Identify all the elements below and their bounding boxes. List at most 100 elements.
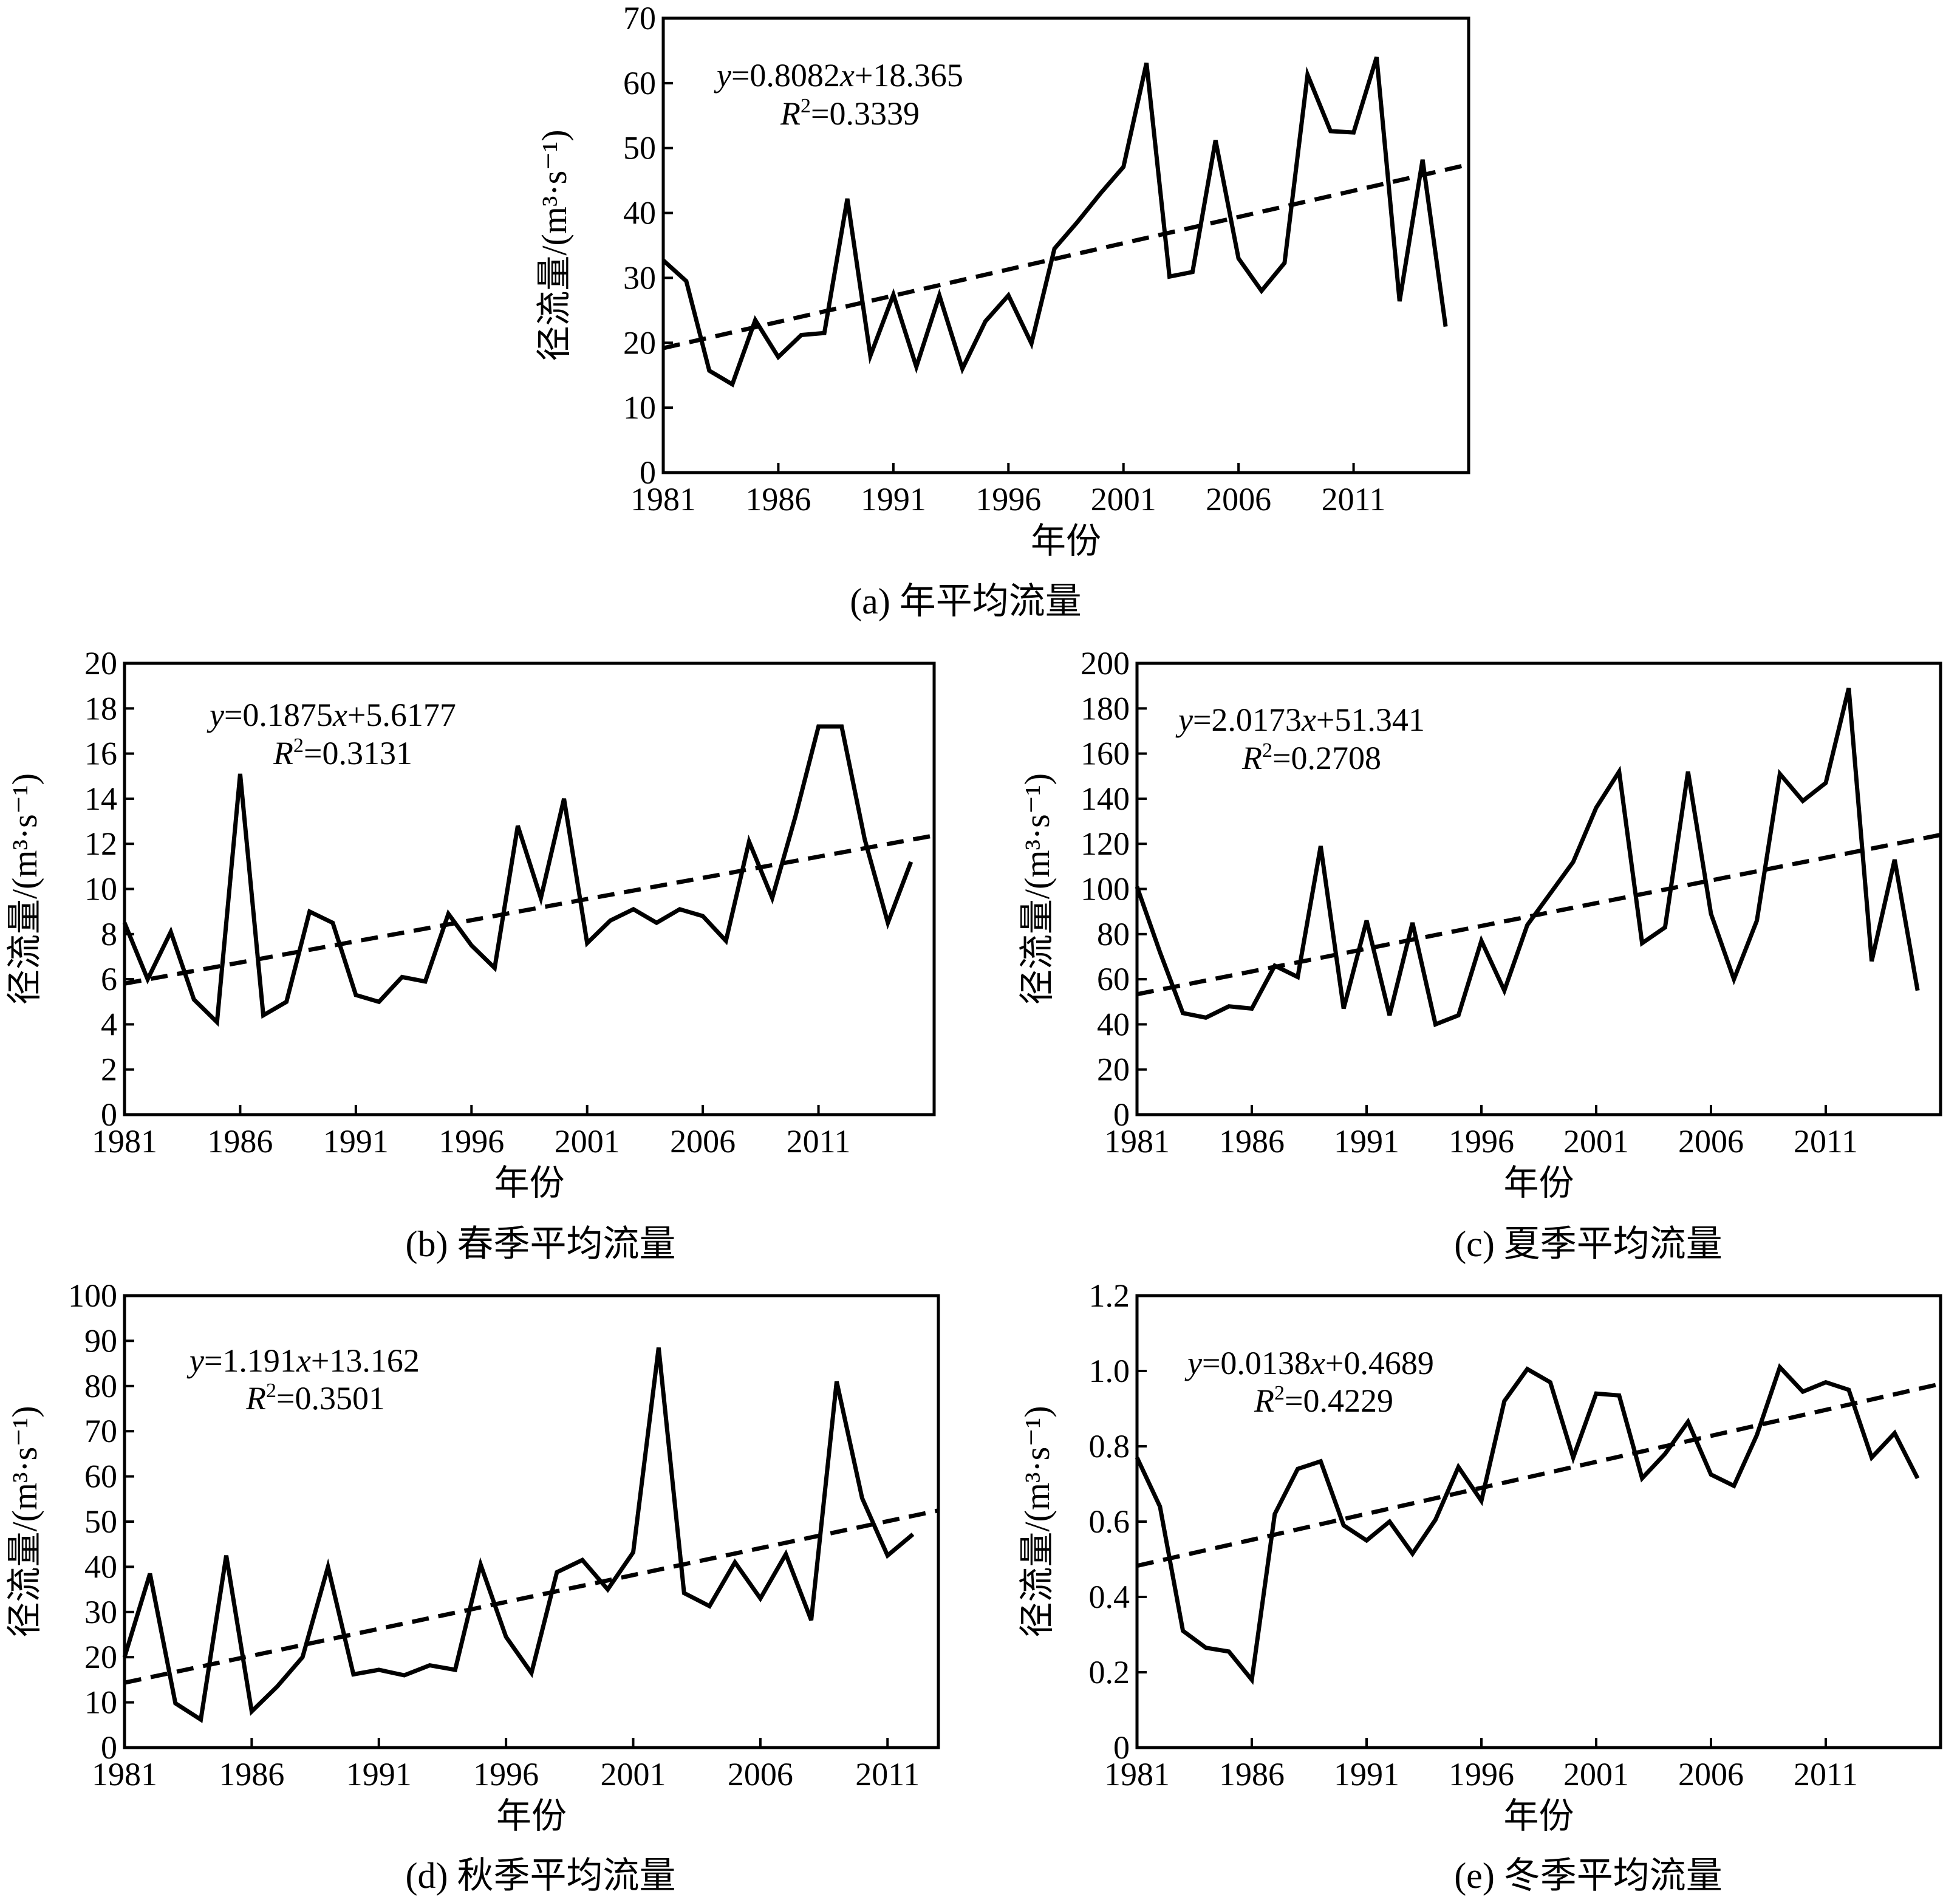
y-tick-label: 70 [623,0,656,36]
regression-equation: y=1.191x+13.162 [186,1342,420,1379]
y-tick-label: 180 [1081,690,1130,726]
x-tick-label: 2011 [787,1123,851,1160]
x-tick-label: 2006 [728,1756,793,1793]
x-axis-label: 年份 [1503,1163,1574,1203]
panel-caption: (a) 年平均流量 [850,581,1082,621]
y-tick-label: 1.0 [1089,1353,1130,1389]
y-tick-label: 10 [623,389,656,426]
y-tick-label: 50 [623,130,656,166]
x-tick-label: 1991 [861,481,926,518]
x-tick-label: 2006 [1206,481,1271,518]
y-tick-label: 18 [84,690,117,726]
r-squared: R2=0.3131 [273,734,412,771]
y-axis-label: 径流量/(m³·s⁻¹) [5,1406,44,1637]
x-tick-label: 1986 [745,481,811,518]
y-tick-label: 20 [1097,1051,1130,1088]
y-tick-label: 0.6 [1089,1503,1130,1540]
x-tick-label: 1991 [1334,1756,1399,1793]
x-tick-label: 2001 [601,1756,666,1793]
y-tick-label: 80 [84,1368,117,1404]
y-tick-label: 80 [1097,916,1130,952]
x-tick-label: 1991 [346,1756,412,1793]
y-tick-label: 12 [84,825,117,862]
y-tick-label: 200 [1081,645,1130,682]
r-squared: R2=0.4229 [1254,1382,1393,1419]
x-tick-label: 2006 [670,1123,736,1160]
x-tick-label: 1986 [1219,1756,1285,1793]
y-tick-label: 0.8 [1089,1428,1130,1465]
y-tick-label: 20 [623,324,656,361]
series-line [122,724,913,1027]
y-axis-label: 径流量/(m³·s⁻¹) [534,129,574,361]
r-squared: R2=0.2708 [1241,739,1381,776]
y-tick-label: 20 [84,645,117,682]
y-tick-label: 1.2 [1089,1277,1130,1314]
y-tick-label: 100 [1081,871,1130,907]
panel-caption: (e) 冬季平均流量 [1454,1856,1723,1896]
y-axis-label: 径流量/(m³·s⁻¹) [1017,1406,1057,1637]
y-tick-label: 10 [84,871,117,907]
regression-equation: y=2.0173x+51.341 [1175,702,1425,738]
x-tick-label: 1991 [323,1123,389,1160]
y-tick-label: 30 [623,259,656,296]
trend-line [663,162,1469,350]
x-tick-label: 2001 [555,1123,620,1160]
x-axis-label: 年份 [496,1796,567,1836]
y-tick-label: 8 [101,916,117,952]
y-tick-label: 10 [84,1684,117,1721]
x-tick-label: 2011 [1794,1756,1858,1793]
y-tick-label: 40 [84,1548,117,1585]
trend-line [124,833,935,986]
r-squared: R2=0.3339 [780,95,920,132]
y-tick-label: 120 [1081,825,1130,862]
x-axis-label: 年份 [1031,521,1101,561]
x-tick-label: 1986 [207,1123,273,1160]
x-axis-label: 年份 [494,1163,564,1203]
x-tick-label: 2011 [855,1756,920,1793]
y-tick-label: 0 [101,1096,117,1133]
trend-line [124,1508,939,1685]
y-tick-label: 0.4 [1089,1579,1130,1615]
x-tick-label: 2001 [1563,1756,1629,1793]
regression-equation: y=0.1875x+5.6177 [207,697,456,733]
y-tick-label: 0 [640,454,656,491]
y-tick-label: 40 [1097,1006,1130,1042]
y-axis-label: 径流量/(m³·s⁻¹) [1017,773,1057,1005]
y-tick-label: 40 [623,195,656,231]
series-line [661,56,1448,388]
y-tick-label: 14 [84,781,117,817]
y-tick-label: 60 [623,65,656,101]
x-tick-label: 1986 [1219,1123,1285,1160]
panel-caption: (d) 秋季平均流量 [406,1856,676,1896]
y-tick-label: 140 [1081,781,1130,817]
regression-equation: y=0.8082x+18.365 [714,57,963,94]
x-tick-label: 1981 [92,1123,157,1160]
trend-line [1136,833,1941,997]
x-tick-label: 1986 [219,1756,284,1793]
series-line [1135,688,1920,1028]
panel-d-autumn: y=1.191x+13.162 R2=0.3501 (d) 秋季平均流量 0 10… [5,1277,940,1896]
x-tick-label: 2006 [1678,1123,1744,1160]
plot-frame [661,16,1470,474]
panel-caption: (c) 夏季平均流量 [1454,1224,1723,1264]
y-tick-label: 0 [1113,1096,1130,1133]
panel-e-winter: y=0.0138x+0.4689 R2=0.4229 (e) 冬季平均流量 0 0… [1017,1277,1942,1896]
y-tick-label: 50 [84,1503,117,1540]
x-tick-label: 2006 [1678,1756,1744,1793]
x-tick-label: 1981 [1104,1756,1170,1793]
panel-a-annual: y=0.8082x+18.365 R2=0.3339 (a) 年平均流量 0 10… [534,0,1470,621]
y-tick-label: 60 [1097,961,1130,997]
y-axis-label: 径流量/(m³·s⁻¹) [5,773,44,1005]
y-tick-label: 160 [1081,736,1130,772]
x-tick-label: 1996 [975,481,1041,518]
y-tick-label: 70 [84,1413,117,1449]
y-tick-label: 0.2 [1089,1654,1130,1690]
r-squared: R2=0.3501 [245,1379,385,1417]
x-tick-label: 2001 [1563,1123,1629,1160]
panel-b-spring: y=0.1875x+5.6177 R2=0.3131 (b) 春季平均流量 0 2… [5,645,936,1264]
y-tick-label: 0 [1113,1729,1130,1766]
series-line [122,1347,915,1723]
panel-caption: (b) 春季平均流量 [406,1224,676,1264]
panel-c-summer: y=2.0173x+51.341 R2=0.2708 (c) 夏季平均流量 0 2… [1017,645,1942,1264]
